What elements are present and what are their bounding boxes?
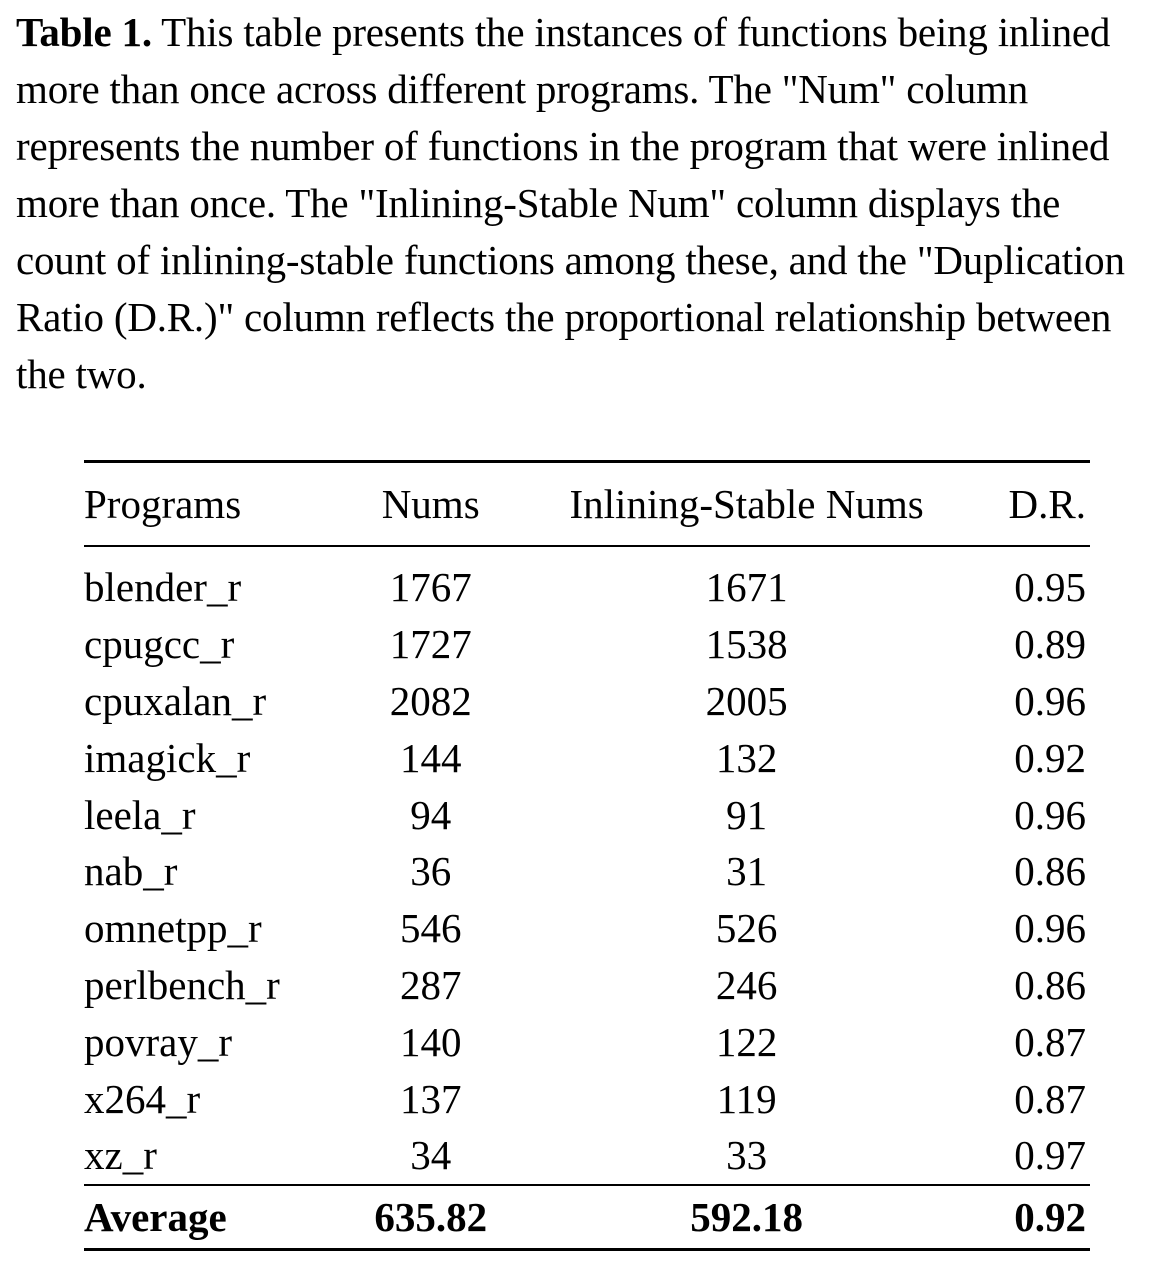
table-row: blender_r 1767 1671 0.95: [84, 546, 1090, 616]
cell-program: imagick_r: [84, 734, 251, 781]
cell-dr: 0.89: [1014, 621, 1086, 668]
cell-inlining-stable-nums: 132: [715, 734, 778, 781]
cell-dr: 0.92: [1014, 734, 1086, 781]
cell-nums: 144: [399, 734, 462, 781]
cell-dr: 0.86: [1014, 848, 1086, 895]
table-row: nab_r 36 31 0.86: [84, 843, 1090, 900]
cell-program: nab_r: [84, 848, 178, 895]
cell-dr: 0.96: [1014, 905, 1086, 952]
cell-inlining-stable-nums: 246: [715, 961, 778, 1008]
cell-nums: 1727: [389, 621, 472, 668]
cell-nums: 287: [399, 961, 462, 1008]
table-row: cpuxalan_r 2082 2005 0.96: [84, 673, 1090, 730]
header-dr: D.R.: [1008, 481, 1086, 527]
cell-program: cpuxalan_r: [84, 677, 267, 724]
cell-program: blender_r: [84, 564, 242, 611]
cell-nums: 36: [410, 848, 452, 895]
table-row: omnetpp_r 546 526 0.96: [84, 900, 1090, 957]
table-row: xz_r 34 33 0.97: [84, 1127, 1090, 1185]
cell-dr: 0.95: [1014, 564, 1086, 611]
table-row: perlbench_r 287 246 0.86: [84, 957, 1090, 1014]
table-average-row: Average 635.82 592.18 0.92: [84, 1184, 1090, 1250]
table-row: leela_r 94 91 0.96: [84, 786, 1090, 843]
header-nums: Nums: [381, 481, 480, 527]
caption-text: This table presents the instances of fun…: [16, 9, 1125, 397]
cell-nums: 34: [410, 1132, 452, 1179]
table-caption: Table 1. This table presents the instanc…: [16, 4, 1160, 403]
cell-inlining-stable-nums: 2005: [705, 677, 788, 724]
cell-nums: 1767: [389, 564, 472, 611]
cell-nums: 546: [399, 905, 462, 952]
cell-program: xz_r: [84, 1132, 157, 1179]
average-nums: 635.82: [374, 1193, 488, 1240]
cell-inlining-stable-nums: 1671: [705, 564, 788, 611]
cell-inlining-stable-nums: 31: [726, 848, 768, 895]
header-programs: Programs: [84, 481, 242, 527]
table-row: imagick_r 144 132 0.92: [84, 729, 1090, 786]
cell-inlining-stable-nums: 33: [726, 1132, 768, 1179]
cell-dr: 0.96: [1014, 677, 1086, 724]
cell-dr: 0.87: [1014, 1018, 1086, 1065]
cell-dr: 0.97: [1014, 1132, 1086, 1179]
cell-inlining-stable-nums: 91: [726, 791, 768, 838]
cell-nums: 140: [399, 1018, 462, 1065]
cell-inlining-stable-nums: 1538: [705, 621, 788, 668]
cell-dr: 0.96: [1014, 791, 1086, 838]
table-header-row: Programs Nums Inlining-Stable Nums D.R.: [84, 461, 1090, 546]
cell-program: omnetpp_r: [84, 905, 262, 952]
cell-program: perlbench_r: [84, 961, 280, 1008]
table-row: cpugcc_r 1727 1538 0.89: [84, 616, 1090, 673]
table-row: x264_r 137 119 0.87: [84, 1070, 1090, 1127]
cell-inlining-stable-nums: 119: [716, 1075, 777, 1122]
cell-dr: 0.87: [1014, 1075, 1086, 1122]
table-row: povray_r 140 122 0.87: [84, 1013, 1090, 1070]
cell-nums: 94: [410, 791, 452, 838]
cell-program: povray_r: [84, 1018, 233, 1065]
cell-inlining-stable-nums: 122: [715, 1018, 778, 1065]
average-label: Average: [84, 1193, 227, 1240]
cell-inlining-stable-nums: 526: [715, 905, 778, 952]
average-inlining-stable-nums: 592.18: [690, 1193, 803, 1240]
cell-nums: 2082: [389, 677, 472, 724]
cell-program: leela_r: [84, 791, 196, 838]
cell-program: cpugcc_r: [84, 621, 235, 668]
average-dr: 0.92: [1014, 1193, 1086, 1240]
caption-label: Table 1.: [16, 9, 152, 55]
cell-program: x264_r: [84, 1075, 201, 1122]
header-inlining-stable-nums: Inlining-Stable Nums: [569, 481, 924, 527]
cell-dr: 0.86: [1014, 961, 1086, 1008]
results-table-container: Programs Nums Inlining-Stable Nums D.R. …: [84, 460, 1090, 1251]
results-table: Programs Nums Inlining-Stable Nums D.R. …: [84, 460, 1090, 1251]
cell-nums: 137: [399, 1075, 462, 1122]
